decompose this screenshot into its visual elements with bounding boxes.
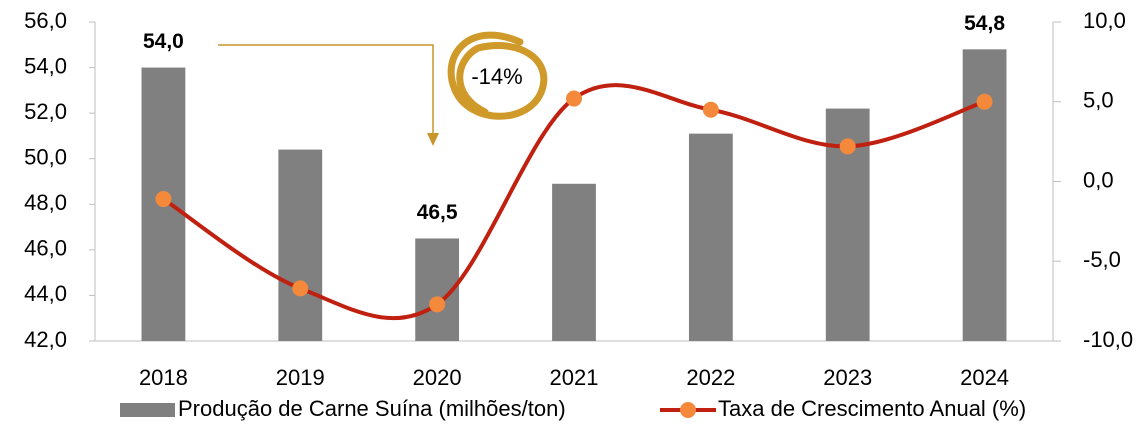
y2-tick-label: 0,0: [1083, 167, 1114, 192]
y-tick-label: 42,0: [24, 327, 67, 352]
legend-label: Taxa de Crescimento Anual (%): [718, 396, 1026, 421]
x-tick-label: 2018: [139, 365, 188, 390]
y-tick-label: 44,0: [24, 281, 67, 306]
bar: [688, 133, 733, 341]
x-tick-label: 2023: [823, 365, 872, 390]
value-label: 54,8: [964, 12, 1005, 35]
y-tick-label: 54,0: [24, 53, 67, 78]
marker: [839, 138, 856, 155]
marker: [429, 296, 446, 313]
annotation-text: -14%: [471, 64, 522, 89]
legend-swatch: [680, 402, 696, 418]
marker: [155, 191, 172, 208]
legend-label: Produção de Carne Suína (milhões/ton): [178, 396, 566, 421]
marker: [292, 280, 309, 297]
y2-tick-label: 5,0: [1083, 88, 1114, 113]
bar: [278, 149, 323, 341]
value-label: 46,5: [417, 201, 458, 224]
x-tick-label: 2020: [413, 365, 462, 390]
y2-tick-label: -5,0: [1083, 247, 1121, 272]
marker: [566, 90, 582, 107]
marker: [702, 101, 719, 118]
y-tick-label: 50,0: [24, 145, 67, 170]
y-tick-label: 46,0: [24, 236, 67, 261]
bar: [552, 183, 596, 341]
bar: [962, 49, 1007, 341]
y2-tick-label: -10,0: [1083, 327, 1133, 352]
y-tick-label: 52,0: [24, 99, 67, 124]
x-tick-label: 2019: [276, 365, 325, 390]
x-tick-label: 2021: [550, 365, 599, 390]
value-label: 54,0: [143, 30, 184, 53]
x-tick-label: 2022: [686, 365, 735, 390]
x-tick-label: 2024: [960, 365, 1009, 390]
annotation-arrowhead: [427, 133, 439, 146]
y2-tick-label: 10,0: [1083, 8, 1126, 33]
annotation-swirl: [447, 31, 548, 120]
marker: [976, 93, 993, 110]
y-tick-label: 56,0: [24, 8, 67, 33]
y-tick-label: 48,0: [24, 190, 67, 215]
annotation-arrow: [218, 44, 434, 140]
legend-swatch: [120, 403, 175, 417]
